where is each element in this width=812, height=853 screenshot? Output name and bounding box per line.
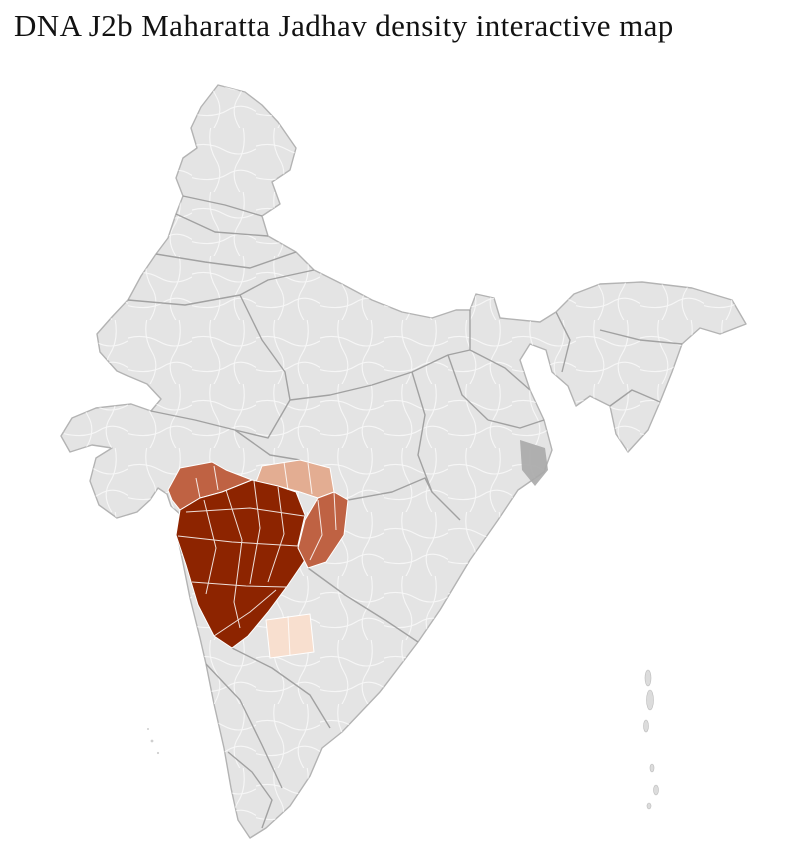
state-borders	[127, 195, 683, 829]
page-title: DNA J2b Maharatta Jadhav density interac…	[14, 8, 674, 43]
lakshadweep-islands[interactable]	[147, 728, 160, 755]
density-region-high-core[interactable]	[175, 479, 306, 649]
density-region-verylow-south[interactable]	[265, 613, 315, 659]
delta-shadow-region	[520, 440, 548, 486]
andaman-nicobar-islands[interactable]	[643, 669, 659, 810]
density-regions	[167, 459, 349, 659]
cluster-district-lines	[177, 461, 337, 657]
